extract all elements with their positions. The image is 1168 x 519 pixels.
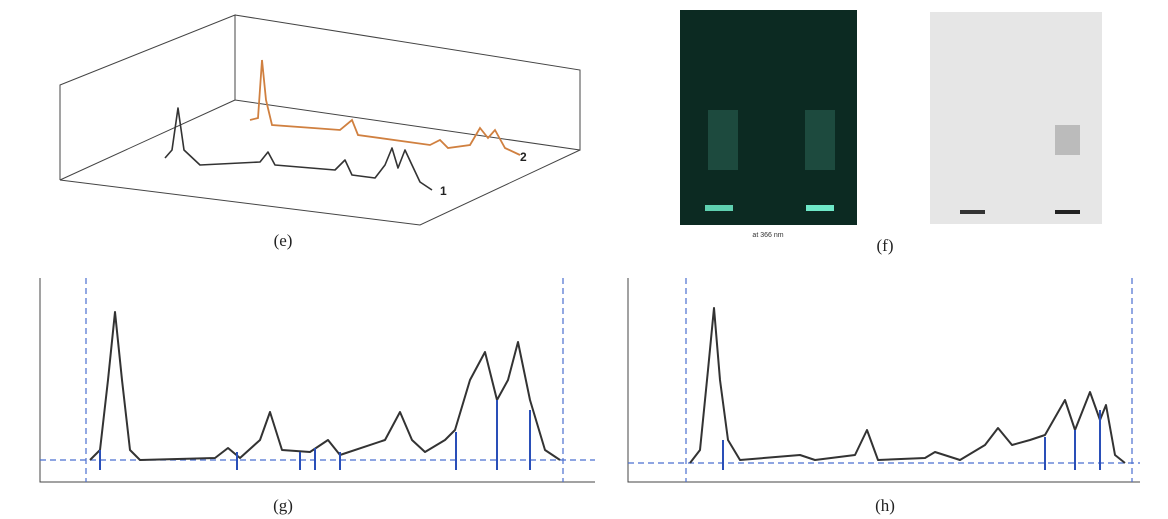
lane	[1055, 125, 1080, 155]
panel-label: (h)	[875, 496, 895, 515]
guides	[628, 278, 1140, 482]
panel-e-plot: 1 2	[59, 14, 581, 226]
caption: at 366 nm	[752, 232, 783, 239]
spot	[960, 210, 985, 214]
panel-label: (f)	[877, 236, 894, 255]
trace-label: 2	[520, 150, 527, 164]
panel-label: (g)	[273, 496, 293, 515]
axes	[627, 278, 1140, 483]
trace-2-curve	[249, 59, 521, 156]
panel-g-plot	[39, 278, 595, 483]
peak-markers	[722, 410, 1101, 470]
curve	[689, 307, 1126, 464]
white-plate	[930, 12, 1102, 224]
trace-1-curve	[164, 107, 433, 191]
trace-label: 1	[440, 184, 447, 198]
panel-label: (e)	[274, 231, 293, 250]
spot	[806, 205, 834, 211]
peak-markers	[99, 400, 531, 470]
lane	[708, 110, 738, 170]
guides	[40, 278, 595, 482]
curve	[89, 311, 561, 461]
spot	[705, 205, 733, 211]
axes	[39, 278, 595, 483]
spot	[1055, 210, 1080, 214]
lane	[805, 110, 835, 170]
axes-3d	[59, 14, 581, 226]
panel-h-plot	[627, 278, 1140, 483]
